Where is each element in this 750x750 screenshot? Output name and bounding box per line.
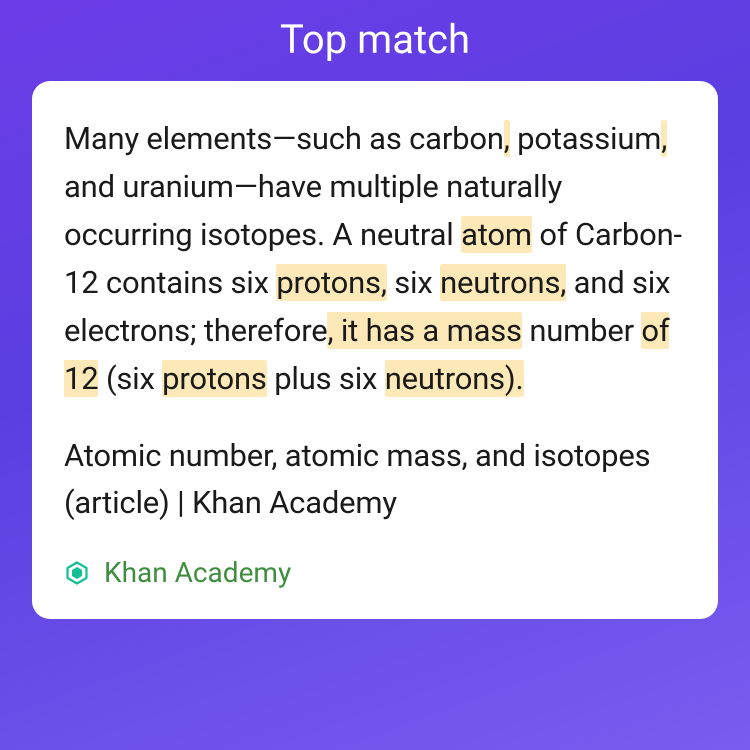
- result-snippet: Many elements—such as carbon, potassium,…: [64, 115, 686, 403]
- snippet-text: six: [387, 264, 440, 301]
- highlighted-text: ,: [661, 120, 667, 157]
- snippet-text: plus six: [267, 360, 385, 397]
- snippet-text: (six: [98, 360, 162, 397]
- highlighted-text: neutrons,: [440, 264, 566, 301]
- result-card[interactable]: Many elements—such as carbon, potassium,…: [32, 81, 718, 619]
- khan-academy-icon: [64, 560, 90, 586]
- source-name: Khan Academy: [104, 556, 291, 589]
- highlighted-text: protons,: [276, 264, 386, 301]
- snippet-text: potassium: [510, 120, 662, 157]
- highlighted-text: neutrons).: [385, 360, 524, 397]
- highlighted-text: atom: [461, 216, 532, 253]
- snippet-text: Many elements—such as carbon: [64, 120, 504, 157]
- result-article-title: Atomic number, atomic mass, and isotopes…: [64, 433, 686, 526]
- highlighted-text: , it has a mass: [327, 312, 521, 349]
- snippet-text: number: [522, 312, 642, 349]
- source-row[interactable]: Khan Academy: [64, 556, 686, 589]
- highlighted-text: protons: [162, 360, 267, 397]
- page-title: Top match: [0, 0, 750, 81]
